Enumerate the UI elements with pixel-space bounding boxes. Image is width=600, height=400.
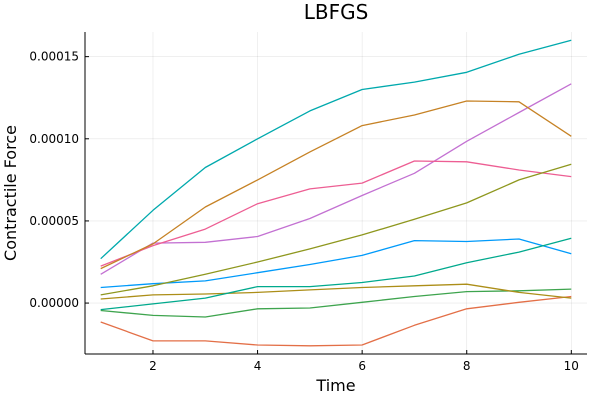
series-line-6 [100,39,572,260]
axes [84,32,587,355]
y-ticks: 0.00000 0.00005 0.00010 0.00015 [29,50,89,310]
series-line-5 [100,283,572,300]
series-line-8 [100,100,572,270]
series-line-7 [100,160,572,267]
x-axis-label: Time [315,376,355,395]
x-tick-label: 6 [358,359,366,373]
series-line-1 [100,238,572,289]
y-tick-label: 0.00010 [29,132,79,146]
x-tick-label: 10 [564,359,579,373]
series-line-9 [100,237,572,311]
grid [85,32,587,354]
series-line-4 [100,83,572,275]
series-line-3 [100,288,572,318]
y-tick-label: 0.00005 [29,214,79,228]
x-tick-label: 2 [149,359,157,373]
x-tick-label: 4 [254,359,262,373]
series-line-10 [100,163,572,296]
series-line-2 [100,295,572,347]
y-tick-label: 0.00000 [29,296,79,310]
x-tick-label: 8 [463,359,471,373]
y-tick-label: 0.00015 [29,50,79,64]
y-axis-label: Contractile Force [1,125,20,261]
x-ticks: 2 4 6 8 10 [149,350,579,373]
chart-title: LBFGS [304,0,369,24]
series-lines [100,39,572,347]
